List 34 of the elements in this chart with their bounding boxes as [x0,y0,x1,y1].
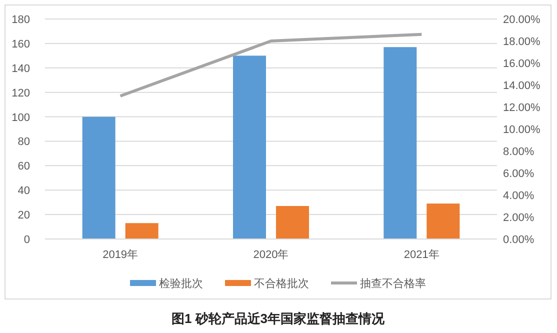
legend-label: 检验批次 [159,278,203,290]
legend-label: 不合格批次 [254,277,309,290]
y-tick-label: 20 [18,210,30,222]
y-tick-label: 0 [24,234,30,246]
y-tick-label: 40 [18,185,30,198]
y2-tick-label: 0.00% [503,234,534,246]
x-tick-label: 2019年 [102,249,138,261]
y2-tick-label: 10.00% [503,124,541,136]
y2-tick-label: 14.00% [503,80,541,92]
text: 图1 砂轮产品近3年国家监督抽查情况 [171,311,386,326]
bar [384,47,417,239]
y2-tick-label: 12.00% [503,102,541,114]
y-tick-label: 140 [12,62,30,75]
x-tick-label: 2021年 [404,249,440,261]
bar [233,56,266,239]
y-tick-label: 60 [18,160,30,173]
bar [125,223,158,239]
y-tick-label: 160 [12,38,30,50]
y2-tick-label: 6.00% [503,168,534,180]
y2-tick-label: 8.00% [503,146,534,158]
y2-tick-label: 18.00% [503,36,541,48]
y2-tick-label: 4.00% [503,190,534,202]
y-tick-label: 180 [12,14,30,26]
y-tick-label: 80 [18,136,30,148]
bar [426,204,460,239]
y2-tick-label: 20.00% [503,14,541,26]
x-tick-label: 2020年 [253,249,289,261]
bar [276,206,309,239]
y-tick-label: 120 [12,87,30,100]
y-tick-label: 100 [12,112,30,124]
y2-tick-label: 16.00% [503,58,541,70]
legend-label: 抽查不合格率 [360,277,426,290]
bar [82,116,116,239]
y2-tick-label: 2.00% [503,212,534,224]
